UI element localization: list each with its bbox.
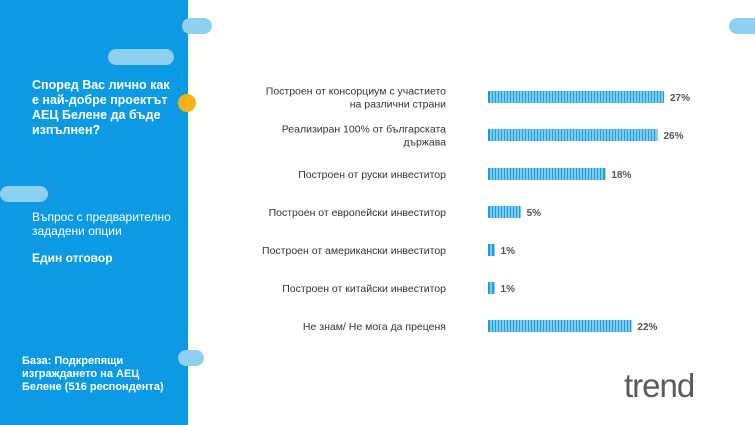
- category-label: Построен от китайски инвеститор: [282, 283, 446, 295]
- category-label: Реализиран 100% от българската държава: [282, 124, 446, 149]
- decorative-pill: [178, 350, 204, 366]
- decorative-pill: [108, 49, 174, 65]
- value-label: 18%: [611, 170, 631, 181]
- bar: [488, 91, 664, 103]
- value-label: 22%: [637, 322, 657, 333]
- decorative-pill: [0, 186, 48, 202]
- sidebar: [0, 0, 188, 425]
- sample-base: База: Подкрепящи изграждането на АЕЦ Бел…: [22, 355, 164, 393]
- bar: [488, 129, 658, 141]
- bar: [488, 282, 495, 294]
- trend-logo: trend: [624, 367, 695, 404]
- decorative-pill: [729, 18, 755, 34]
- bar: [488, 244, 495, 256]
- bar: [488, 168, 606, 180]
- bar: [488, 320, 632, 332]
- value-label: 1%: [501, 246, 516, 257]
- question-text: Според Вас лично как е най-добре проектъ…: [32, 78, 170, 137]
- category-label: Построен от консорциум с участието на раз…: [266, 86, 446, 111]
- accent-dot: [178, 94, 196, 112]
- answer-mode: Един отговор: [32, 251, 113, 265]
- value-label: 26%: [663, 131, 683, 142]
- bar-chart: Построен от консорциум с участието на раз…: [262, 86, 690, 334]
- bar: [488, 206, 521, 218]
- category-label: Построен от европейски инвеститор: [269, 207, 447, 219]
- value-label: 27%: [670, 93, 690, 104]
- category-label: Не знам/ Не мога да преценя: [303, 321, 446, 333]
- value-label: 1%: [501, 284, 516, 295]
- value-label: 5%: [527, 208, 542, 219]
- category-label: Построен от руски инвеститор: [298, 169, 446, 181]
- decorative-pill: [182, 18, 212, 34]
- category-label: Построен от американски инвеститор: [262, 245, 446, 257]
- question-type: Въпрос с предварително зададени опции: [32, 210, 171, 238]
